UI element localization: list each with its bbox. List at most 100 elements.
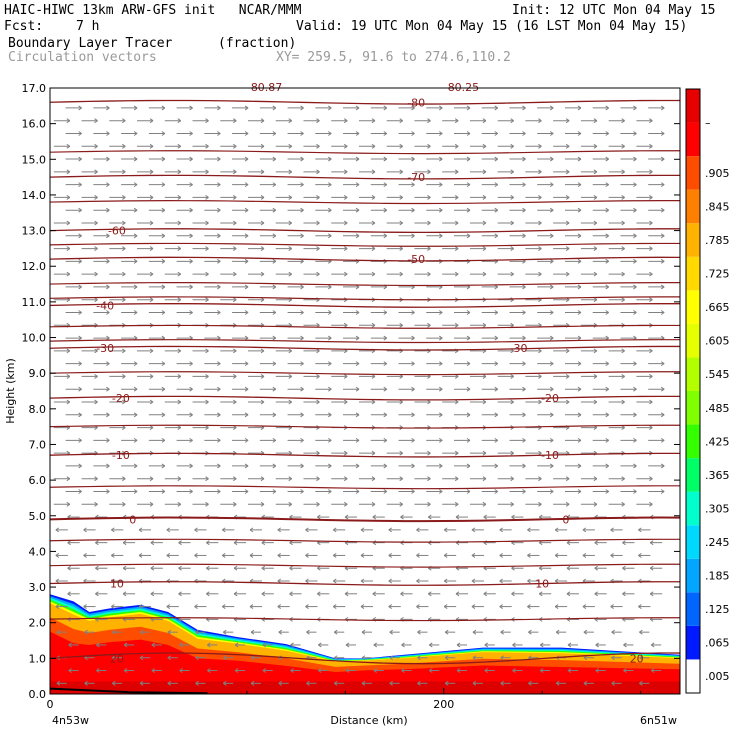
wind-vector — [65, 335, 82, 341]
wind-vector — [84, 629, 95, 635]
wind-vector — [232, 105, 249, 111]
wind-vector — [553, 246, 570, 251]
wind-vector — [592, 437, 609, 443]
wind-vector — [65, 284, 82, 290]
wind-vector — [343, 386, 360, 392]
wind-vector — [332, 527, 346, 533]
wind-vector — [537, 310, 554, 315]
wind-vector — [511, 591, 524, 597]
wind-vector — [93, 386, 110, 392]
wind-vector — [611, 655, 622, 661]
wind-vector — [398, 489, 415, 494]
wind-vector — [290, 642, 301, 648]
temperature-contour — [49, 485, 681, 490]
wind-vector — [580, 143, 598, 149]
x-end-label: 6n51w — [640, 714, 677, 727]
wind-vector — [232, 258, 249, 264]
wind-vector — [370, 131, 388, 136]
wind-vector — [65, 386, 82, 392]
wind-vector — [248, 118, 265, 124]
wind-vector — [331, 118, 348, 124]
wind-vector — [592, 207, 609, 213]
wind-vector — [259, 258, 277, 264]
colorbar-swatch — [686, 156, 700, 190]
wind-vector — [370, 207, 388, 213]
wind-vector — [81, 374, 98, 379]
wind-vector — [204, 284, 221, 290]
wind-vector — [388, 604, 401, 610]
wind-vector — [592, 489, 609, 494]
wind-vector — [620, 386, 637, 392]
wind-vector — [55, 553, 68, 558]
wind-vector — [93, 463, 110, 469]
wind-vector — [221, 553, 235, 558]
x-start-label: 4n53w — [52, 714, 89, 727]
wind-vector — [148, 258, 166, 264]
colorbar-swatch — [686, 592, 700, 626]
wind-vector — [638, 553, 651, 558]
wind-vector — [259, 310, 277, 315]
wind-vector — [53, 348, 71, 354]
wind-vector — [650, 668, 662, 673]
wind-vector — [121, 233, 138, 239]
wind-vector — [373, 668, 384, 673]
wind-vector — [83, 553, 96, 558]
wind-vector — [287, 258, 304, 264]
wind-vector — [112, 629, 123, 635]
wind-vector — [611, 629, 622, 635]
wind-vector — [331, 322, 348, 328]
wind-vector — [398, 463, 415, 469]
wind-vector — [564, 361, 582, 367]
temperature-contour--50 — [49, 256, 681, 262]
wind-vector — [636, 169, 653, 175]
wind-vector — [148, 233, 166, 239]
wind-vector — [222, 680, 234, 686]
wind-vector — [303, 271, 320, 277]
wind-vector — [109, 271, 126, 277]
wind-vector — [121, 386, 138, 392]
wind-vector — [358, 169, 376, 175]
wind-vector — [303, 118, 320, 124]
wind-vector — [345, 642, 357, 648]
y-tick-label: 3.0 — [29, 581, 47, 594]
wind-vector — [648, 233, 665, 239]
wind-vector — [509, 182, 526, 188]
x-tick-label: 200 — [433, 698, 454, 711]
wind-vector — [537, 463, 554, 469]
wind-vector — [121, 131, 138, 136]
wind-vector — [497, 374, 514, 379]
colorbar-frame — [685, 88, 701, 694]
wind-vector — [454, 207, 471, 213]
colorbar-swatch — [686, 424, 700, 459]
wind-vector — [192, 271, 209, 277]
wind-vector — [497, 399, 514, 405]
wind-vector — [333, 680, 345, 686]
wind-vector — [610, 527, 623, 533]
wind-vector — [580, 348, 598, 354]
wind-vector — [648, 310, 665, 315]
tracer-surface-band — [50, 681, 680, 694]
wind-vector — [622, 591, 635, 597]
wind-vector — [484, 668, 495, 673]
wind-vector — [454, 463, 471, 469]
wind-vector — [442, 195, 459, 200]
colorbar-label: .665 — [705, 301, 730, 314]
wind-vector — [649, 591, 663, 597]
wind-vector — [192, 374, 209, 379]
wind-vector — [287, 489, 304, 494]
colorbar-swatch — [686, 357, 700, 391]
wind-vector — [93, 233, 110, 239]
y-tick-label: 9.0 — [29, 367, 47, 380]
wind-vector — [137, 348, 154, 354]
wind-vector — [53, 143, 71, 149]
wind-vector — [176, 489, 193, 494]
wind-vector — [164, 220, 182, 226]
colorbar-label: .545 — [705, 368, 730, 381]
wind-vector — [497, 169, 514, 175]
wind-vector — [65, 489, 82, 494]
wind-vector — [67, 540, 80, 546]
wind-vector — [192, 143, 209, 149]
wind-vector — [137, 271, 154, 277]
wind-vector — [414, 195, 431, 200]
colorbar-swatch — [686, 290, 700, 324]
